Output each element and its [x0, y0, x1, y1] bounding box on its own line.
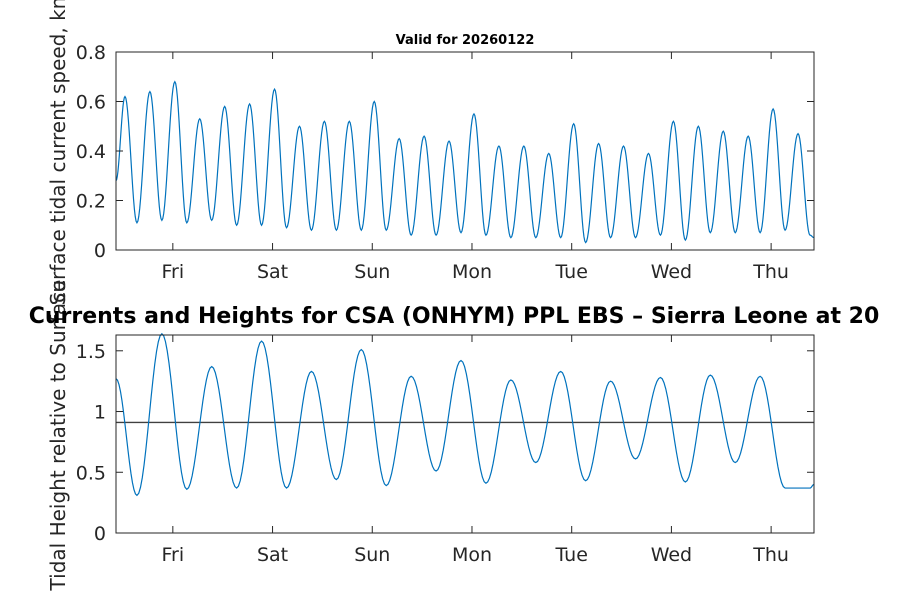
current-plot-area: [116, 52, 814, 250]
current-x-tick-label: Sat: [257, 261, 288, 283]
current-x-tick-label: Tue: [554, 261, 587, 283]
current-y-tick-label: 0: [94, 240, 106, 262]
current-y-tick-label: 0.2: [76, 191, 106, 213]
height-x-tick-label: Wed: [651, 544, 692, 566]
height-y-tick-label: 1: [94, 402, 106, 424]
height-plot-frame: [115, 334, 815, 534]
height-y-axis-label: Tidal Height relative to Surface: [46, 280, 70, 592]
height-series-line: [115, 332, 815, 497]
figure-title: Currents and Heights for CSA (ONHYM) PPL…: [29, 304, 880, 329]
height-y-tick-label: 0: [94, 523, 106, 545]
current-x-tick-label: Thu: [752, 261, 789, 283]
height-y-tick-label: 1.5: [76, 341, 106, 363]
current-x-tick-label: Wed: [651, 261, 692, 283]
current-speed-panel: Valid for 20260122 0 0.2 0.4 0.6 0.8 Fri Sat S…: [46, 0, 815, 305]
current-x-tick-label: Mon: [452, 261, 492, 283]
current-y-tick-label: 0.4: [76, 141, 106, 163]
current-x-tick-label: Fri: [162, 261, 185, 283]
height-x-tick-label: Tue: [554, 544, 587, 566]
current-series-line: [115, 80, 815, 244]
tidal-height-panel: 0 0.5 1 1.5 Fri Sat Sun Mon Tue Wed Thu Tidal Hei…: [46, 280, 815, 592]
current-plot-frame: [115, 51, 815, 251]
height-x-tick-label: Fri: [162, 544, 185, 566]
current-y-axis-label: Surface tidal current speed, kn: [46, 0, 70, 305]
height-plot-area: [116, 335, 814, 533]
current-y-tick-label: 0.8: [76, 42, 106, 64]
height-x-tick-label: Mon: [452, 544, 492, 566]
current-panel-title: Valid for 20260122: [396, 33, 535, 48]
current-y-tick-label: 0.6: [76, 92, 106, 114]
current-x-tick-label: Sun: [354, 261, 390, 283]
height-y-tick-label: 0.5: [76, 462, 106, 484]
height-x-tick-label: Thu: [752, 544, 789, 566]
height-x-tick-label: Sat: [257, 544, 288, 566]
height-x-tick-label: Sun: [354, 544, 390, 566]
